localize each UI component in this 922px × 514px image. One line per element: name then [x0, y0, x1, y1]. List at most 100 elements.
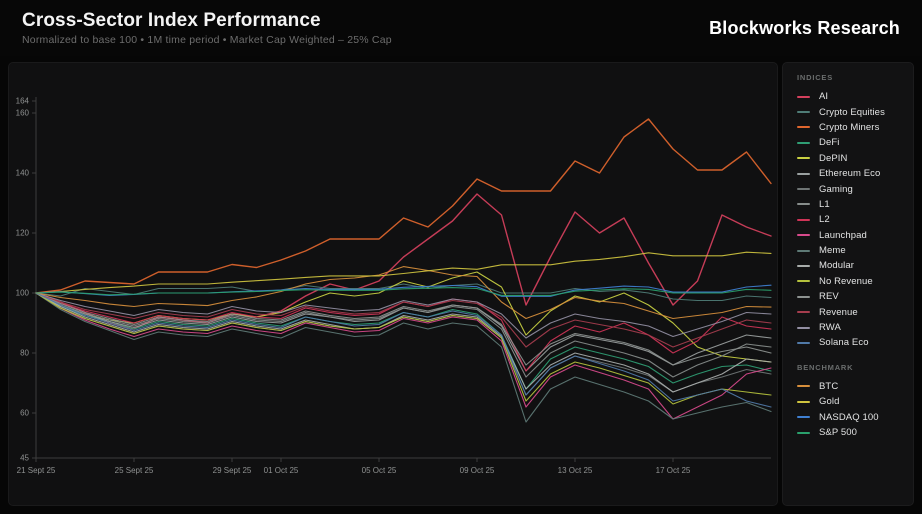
legend-item-l2[interactable]: L2: [797, 212, 913, 227]
legend-item-label: Ethereum Eco: [819, 168, 881, 180]
series-color-swatch-icon: [797, 311, 810, 314]
legend-benchmark-list: BTC Gold NASDAQ 100 S&P 500: [797, 379, 913, 441]
x-tick-label: 01 Oct 25: [264, 466, 299, 475]
legend-item-depin[interactable]: DePIN: [797, 151, 913, 166]
legend-item-meme[interactable]: Meme: [797, 243, 913, 258]
series-line-crypto-miners[interactable]: [35, 118, 772, 294]
series-color-swatch-icon: [797, 111, 810, 114]
legend-item-label: No Revenue: [819, 275, 873, 287]
series-color-swatch-icon: [797, 341, 810, 344]
y-tick-label: 45: [20, 454, 29, 463]
x-tick-label: 05 Oct 25: [362, 466, 397, 475]
legend-item-label: DeFi: [819, 137, 840, 149]
legend-indices-header: INDICES: [797, 73, 834, 82]
y-tick-label: 60: [20, 409, 29, 418]
series-line-rev[interactable]: [35, 292, 772, 366]
series-color-swatch-icon: [797, 264, 810, 267]
series-color-swatch-icon: [797, 400, 810, 403]
legend-item-ethereum-eco[interactable]: Ethereum Eco: [797, 166, 913, 181]
y-tick-label: 80: [20, 349, 29, 358]
header-titles: Cross-Sector Index Performance Normalize…: [22, 10, 392, 47]
series-line-solana-eco[interactable]: [35, 292, 772, 408]
legend-item-label: Modular: [819, 260, 855, 272]
series-line-rwa[interactable]: [35, 292, 772, 339]
series-line-gold[interactable]: [35, 251, 772, 294]
legend-item-label: L1: [819, 198, 830, 210]
legend-item-modular[interactable]: Modular: [797, 258, 913, 273]
header: Cross-Sector Index Performance Normalize…: [0, 0, 922, 56]
series-line-revenue[interactable]: [35, 292, 772, 348]
y-tick-label: 120: [16, 229, 30, 238]
legend-item-revenue[interactable]: Revenue: [797, 304, 913, 319]
legend-item-no-revenue[interactable]: No Revenue: [797, 274, 913, 289]
legend-item-crypto-miners[interactable]: Crypto Miners: [797, 120, 913, 135]
legend-item-label: Crypto Equities: [819, 106, 885, 118]
chart-panel: 164 160 140 120 100 80 60 45 21 Sept 25 25 Sept 2…: [8, 62, 778, 506]
y-tick-label: 160: [16, 109, 30, 118]
legend-item-crypto-equities[interactable]: Crypto Equities: [797, 104, 913, 119]
x-tick-label: 25 Sept 25: [115, 466, 154, 475]
series-line-ai[interactable]: [35, 193, 772, 330]
chart-subtitle: Normalized to base 100 • 1M time period …: [22, 34, 392, 47]
series-line-crypto-equities[interactable]: [35, 283, 772, 302]
series-line-btc[interactable]: [35, 266, 772, 320]
legend-item-ai[interactable]: AI: [797, 89, 913, 104]
legend-item-label: NASDAQ 100: [819, 411, 879, 423]
series-color-swatch-icon: [797, 234, 810, 237]
series-line-no-revenue[interactable]: [35, 292, 772, 405]
series-color-swatch-icon: [797, 141, 810, 144]
legend-item-label: REV: [819, 291, 839, 303]
legend-item-label: Meme: [819, 245, 846, 257]
series-color-swatch-icon: [797, 203, 810, 206]
series-color-swatch-icon: [797, 172, 810, 175]
legend-item-defi[interactable]: DeFi: [797, 135, 913, 150]
y-tick-label: 164: [16, 97, 30, 106]
legend-item-label: RWA: [819, 322, 841, 334]
legend-item-btc[interactable]: BTC: [797, 379, 913, 394]
series-color-swatch-icon: [797, 295, 810, 298]
series-line-launchpad[interactable]: [35, 292, 772, 420]
series-color-swatch-icon: [797, 188, 810, 191]
legend-panel: INDICES AI Crypto Equities Crypto Miners De…: [782, 62, 914, 506]
x-tick-label: 13 Oct 25: [558, 466, 593, 475]
series-line-s-p-500[interactable]: [35, 287, 772, 296]
series-color-swatch-icon: [797, 95, 810, 98]
legend-indices-list: AI Crypto Equities Crypto Miners DeFi DePIN E…: [797, 89, 913, 351]
series-color-swatch-icon: [797, 249, 810, 252]
legend-item-launchpad[interactable]: Launchpad: [797, 228, 913, 243]
legend-item-label: Gaming: [819, 183, 853, 195]
series-color-swatch-icon: [797, 431, 810, 434]
legend-item-gaming[interactable]: Gaming: [797, 181, 913, 196]
page-title: Cross-Sector Index Performance: [22, 9, 321, 31]
brand-wordmark: Blockworks Research: [709, 17, 900, 38]
legend-item-gold[interactable]: Gold: [797, 394, 913, 409]
series-color-swatch-icon: [797, 126, 810, 129]
series-color-swatch-icon: [797, 157, 810, 160]
x-tick-label: 17 Oct 25: [656, 466, 691, 475]
legend-item-l1[interactable]: L1: [797, 197, 913, 212]
legend-item-label: BTC: [819, 380, 839, 392]
series-color-swatch-icon: [797, 280, 810, 283]
legend-item-s-p-500[interactable]: S&P 500: [797, 425, 913, 440]
legend-item-label: Crypto Miners: [819, 121, 880, 133]
series-color-swatch-icon: [797, 385, 810, 388]
index-performance-chart[interactable]: 164 160 140 120 100 80 60 45 21 Sept 25 25 Sept 2…: [9, 63, 779, 507]
legend-item-label: L2: [819, 214, 830, 226]
legend-item-rev[interactable]: REV: [797, 289, 913, 304]
legend-item-nasdaq-100[interactable]: NASDAQ 100: [797, 409, 913, 424]
legend-item-label: S&P 500: [819, 427, 858, 438]
series-line-l1[interactable]: [35, 292, 772, 378]
y-tick-label: 140: [16, 169, 30, 178]
legend-benchmark-header: BENCHMARK: [797, 362, 854, 372]
legend-item-label: DePIN: [819, 152, 848, 164]
legend-item-label: Solana Eco: [819, 337, 869, 349]
series-line-meme[interactable]: [35, 292, 772, 423]
legend-item-rwa[interactable]: RWA: [797, 320, 913, 335]
legend-item-label: AI: [819, 91, 829, 103]
legend-item-label: Launchpad: [819, 229, 867, 241]
legend-item-solana-eco[interactable]: Solana Eco: [797, 335, 913, 350]
series-line-modular[interactable]: [35, 292, 772, 393]
x-tick-label: 29 Sept 25: [213, 466, 252, 475]
series-color-swatch-icon: [797, 326, 810, 329]
